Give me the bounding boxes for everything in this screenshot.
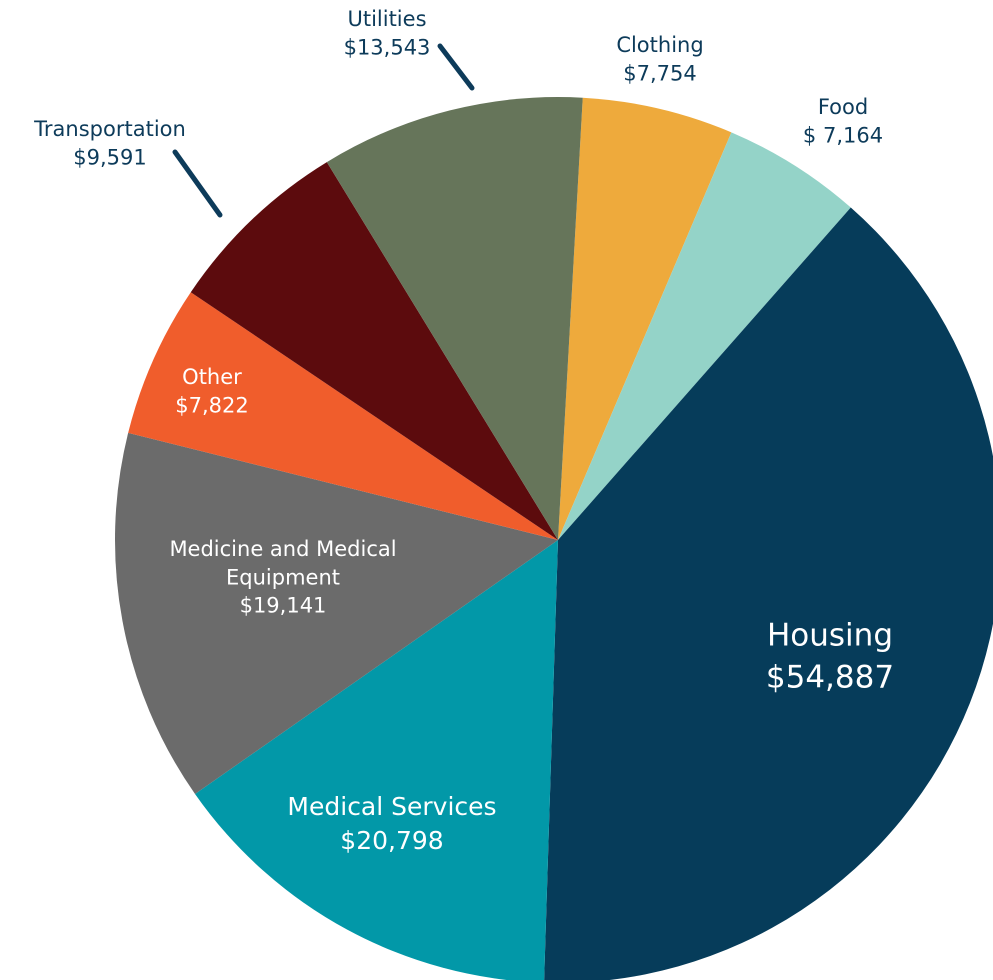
slice-label-line: Equipment [226, 565, 340, 589]
value-label: $20,798 [340, 826, 443, 855]
value-label: $13,543 [344, 35, 431, 59]
pie-slice [128, 292, 559, 540]
value-label: $ 7,164 [803, 123, 883, 147]
slice-label: Housing [767, 618, 893, 654]
pie-slice [195, 540, 558, 980]
pie-slice [114, 432, 558, 794]
pie-slice [558, 97, 732, 541]
slice-label: Clothing [616, 33, 703, 57]
pie-slice [558, 132, 851, 541]
pie-slice [190, 162, 558, 540]
slice-label: Transportation [33, 117, 186, 141]
slice-label: Medicine and Medical Equipment [169, 537, 396, 589]
slice-label: Food [818, 95, 868, 119]
slice-label: Utilities [347, 7, 426, 31]
slice-label-line: Medicine and Medical [169, 537, 396, 561]
leader-line [172, 149, 223, 218]
pie-slice [544, 207, 993, 980]
slice-label: Medical Services [287, 792, 496, 821]
value-label: $7,754 [623, 61, 696, 85]
pie-slice [326, 97, 583, 540]
value-label: $7,822 [175, 393, 248, 417]
value-label: $9,591 [73, 145, 146, 169]
value-label: $19,141 [240, 594, 327, 618]
value-label: $54,887 [766, 659, 894, 695]
leader-line [437, 43, 475, 91]
slice-label: Other [182, 365, 242, 389]
